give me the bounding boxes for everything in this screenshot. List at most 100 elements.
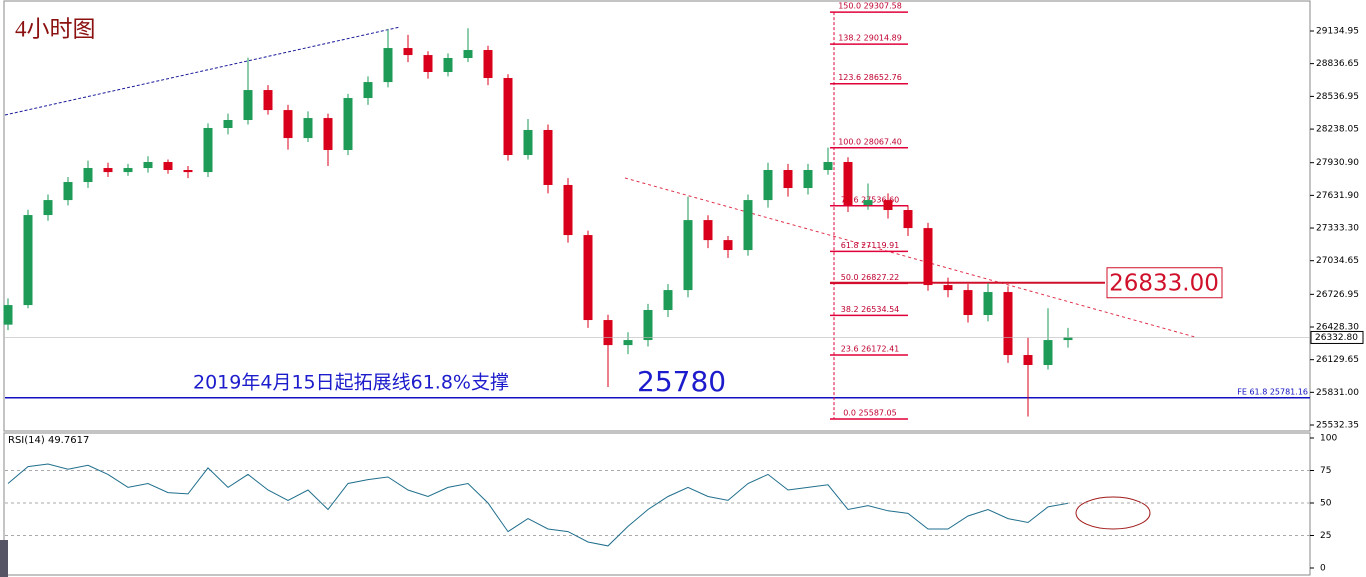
candle-body [823,162,833,170]
support-note: 2019年4月15日起拓展线61.8%支撑 [193,372,509,394]
fib-label: 78.6 27536.60 [841,195,900,204]
candle-body [183,169,193,173]
candle-body [743,200,753,251]
rsi-line [7,463,1069,547]
resistance-label: 26833.00 [1109,270,1219,296]
y-tick-label: 0 [1320,564,1326,574]
y-tick-label: 75 [1320,466,1331,476]
y-tick-label: 25831.00 [1316,388,1359,398]
candle-body [843,162,853,205]
candle-body [263,90,273,111]
y-tick-label: 28836.65 [1316,59,1359,69]
candle-body [523,129,533,156]
candle-body [223,120,233,129]
main-frame [3,0,1311,432]
fib-label: 61.8 27119.91 [841,241,900,250]
last-price-box [1310,330,1364,344]
last-price-label: 26332.80 [1315,333,1358,343]
candle-body [603,320,613,346]
y-tick-label: 100 [1320,434,1337,444]
chart-title: 4小时图 [15,16,96,41]
candle-body [903,210,913,229]
fib-label: 50.0 26827.22 [841,273,900,282]
candle-body [323,118,333,150]
candle-body [683,220,693,291]
candle-body [503,78,513,156]
candle-body [923,228,933,286]
fib-label: 100.0 28067.40 [838,137,902,146]
candle-body [383,48,393,83]
candle-body [1003,292,1013,356]
candle-body [83,168,93,183]
y-tick-label: 26726.95 [1316,290,1359,300]
candle-body [543,129,553,185]
candle-body [963,290,973,316]
y-tick-label: 27631.90 [1316,191,1359,201]
support-label: FE 61.8 25781.16 [1237,387,1308,396]
y-tick-label: 27333.30 [1316,224,1359,234]
scroll-handle [0,540,8,577]
y-tick-label: 25532.35 [1316,420,1359,430]
candle-body [63,182,73,201]
candle-body [803,169,813,189]
support-price: 25780 [637,365,726,398]
y-tick-label: 25 [1320,531,1331,541]
candle-body [1023,355,1033,365]
y-tick-label: 50 [1320,499,1332,509]
candle-body [283,110,293,139]
fib-label: 150.0 29307.58 [838,2,902,11]
resistance-box [1106,267,1223,299]
candle-body [563,184,573,236]
candle-body [203,128,213,173]
candle-body [763,169,773,201]
candle-body [43,200,53,216]
candle-body [343,98,353,150]
y-tick-label: 29134.95 [1316,26,1359,36]
candle-body [1043,340,1053,365]
candle-body [143,162,153,169]
candle-body [483,50,493,79]
candle-body [943,285,953,291]
fib-label: 138.2 29014.89 [838,34,902,43]
fib-label: 123.6 28652.76 [838,73,902,82]
candle-body [883,200,893,211]
fib-label: 23.6 26172.41 [841,344,900,353]
candle-body [463,50,473,59]
candle-body [103,168,113,173]
candle-body [243,90,253,121]
candle-body [783,169,793,189]
y-tick-label: 26129.65 [1316,355,1359,365]
y-tick-label: 27930.90 [1316,158,1359,168]
candle-body [863,200,873,205]
candle-body [423,55,433,73]
highlight-ellipse [1075,496,1151,530]
trend-line [4,26,401,116]
candle-body [623,340,633,346]
candle-body [163,162,173,170]
y-tick-label: 26428.30 [1316,323,1359,333]
trend-line [624,177,1196,338]
candle-body [23,215,33,306]
candle-body [643,309,653,341]
y-tick-label: 28238.05 [1316,125,1359,135]
candle-body [363,82,373,99]
candle-body [123,168,133,173]
candle-body [663,290,673,310]
rsi-label: RSI(14) 49.7617 [8,435,89,446]
fib-label: 38.2 26534.54 [841,305,900,314]
candle-body [403,48,413,56]
fib-label: 0.0 25587.05 [843,409,896,418]
candle-body [583,235,593,321]
y-tick-label: 28536.95 [1316,92,1359,102]
candle-body [983,292,993,316]
candle-body [723,240,733,251]
candle-body [443,58,453,73]
y-tick-label: 27034.65 [1316,256,1359,266]
candle-body [3,305,13,325]
candle-body [1063,337,1073,341]
rsi-frame [3,432,1311,576]
candle-body [303,118,313,139]
candle-body [703,220,713,241]
